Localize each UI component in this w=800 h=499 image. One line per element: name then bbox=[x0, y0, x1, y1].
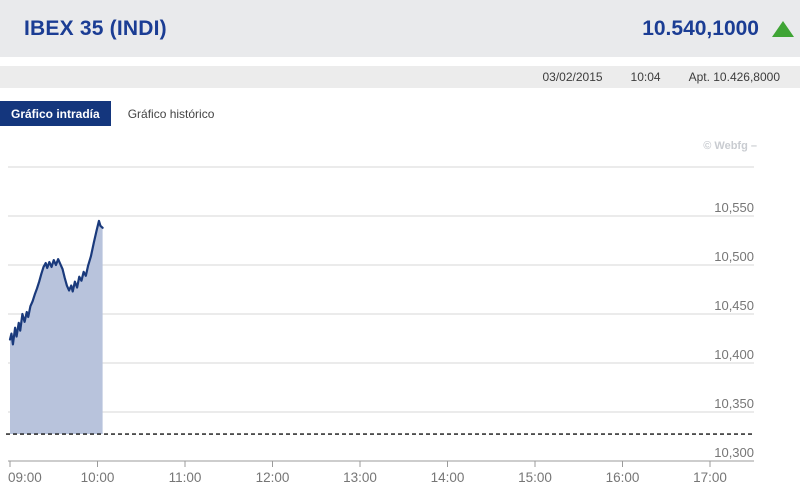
intraday-chart: © Webfg – 10,550 10,500 10,450 10,400 10,350… bbox=[0, 126, 800, 499]
x-axis-label: 17:00 bbox=[693, 470, 727, 485]
x-axis-label: 13:00 bbox=[343, 470, 377, 485]
x-axis-label: 09:00 bbox=[8, 470, 42, 485]
tab-intraday-chart[interactable]: Gráfico intradía bbox=[0, 101, 111, 126]
y-axis-label: 10,300 bbox=[714, 445, 754, 460]
watermark: © Webfg – bbox=[703, 140, 757, 152]
price-area-fill bbox=[10, 220, 103, 435]
x-axis-label: 11:00 bbox=[169, 470, 202, 485]
tab-historical-chart[interactable]: Gráfico histórico bbox=[127, 106, 215, 121]
last-quote: 10.540,1000 bbox=[642, 17, 794, 41]
price-chart-canvas: 10,550 10,500 10,450 10,400 10,350 10,300 09:0… bbox=[6, 166, 754, 485]
y-axis-label: 10,400 bbox=[714, 347, 754, 362]
x-axis-label: 15:00 bbox=[518, 470, 552, 485]
chart-tabs: Gráfico intradía Gráfico histórico bbox=[0, 101, 225, 126]
last-price: 10.540,1000 bbox=[642, 16, 759, 40]
open-price: Apt. 10.426,8000 bbox=[688, 70, 780, 84]
x-axis-label: 14:00 bbox=[431, 470, 465, 485]
x-axis-label: 16:00 bbox=[606, 470, 640, 485]
quote-header: IBEX 35 (INDI) 10.540,1000 bbox=[0, 0, 800, 57]
y-axis-label: 10,350 bbox=[714, 396, 754, 411]
y-axis-label: 10,550 bbox=[714, 200, 754, 215]
quote-meta-bar: 03/02/2015 10:04 Apt. 10.426,8000 bbox=[0, 66, 800, 88]
quote-time: 10:04 bbox=[630, 70, 661, 84]
price-line bbox=[8, 219, 104, 346]
quote-date: 03/02/2015 bbox=[542, 70, 603, 84]
x-axis-label: 12:00 bbox=[256, 470, 290, 485]
instrument-title: IBEX 35 (INDI) bbox=[24, 16, 167, 40]
up-triangle-icon bbox=[772, 20, 794, 37]
x-axis-label: 10:00 bbox=[81, 470, 115, 485]
y-axis-label: 10,500 bbox=[714, 249, 754, 264]
y-axis-label: 10,450 bbox=[714, 298, 754, 313]
